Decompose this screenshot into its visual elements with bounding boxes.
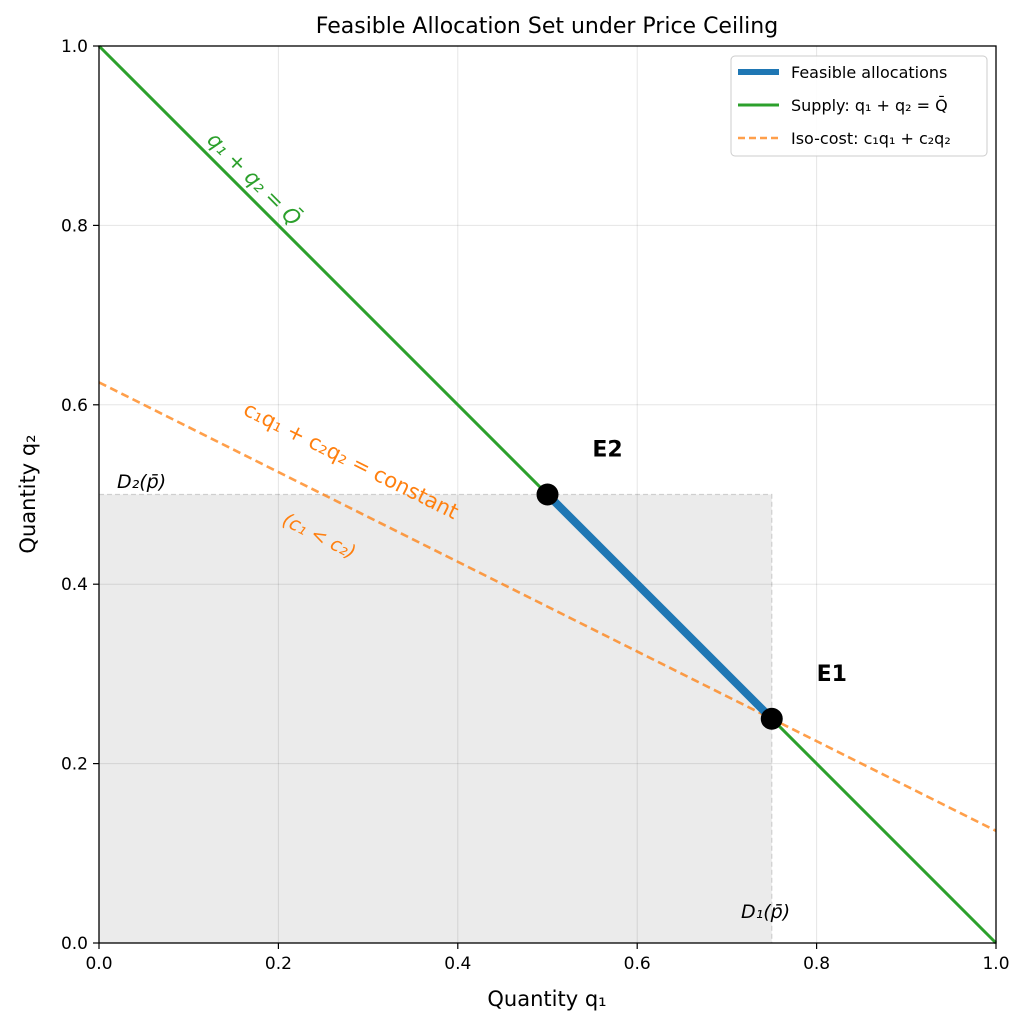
legend-label-feasible: Feasible allocations (791, 63, 947, 82)
x-tick-label: 0.4 (444, 954, 471, 974)
point-layer: E2 E1 (536, 438, 847, 730)
y-tick-label: 0.6 (61, 396, 88, 416)
x-tick-label: 0.6 (624, 954, 651, 974)
d1-label: D₁(p̄) (741, 901, 790, 923)
x-tick-label: 0.8 (803, 954, 830, 974)
y-tick-label: 0.4 (61, 575, 88, 595)
y-tick-label: 0.0 (61, 934, 88, 954)
x-tick-label: 0.0 (85, 954, 112, 974)
y-tick-label: 0.2 (61, 755, 88, 775)
legend: Feasible allocations Supply: q₁ + q₂ = Q… (730, 55, 988, 157)
point-label-e1: E1 (817, 662, 847, 687)
legend-box (730, 55, 988, 157)
y-tick-label: 0.8 (61, 216, 88, 236)
y-tick-label: 1.0 (61, 37, 88, 57)
series-line-iso-cost (98, 381, 997, 833)
point-e1 (760, 707, 783, 730)
point-e2 (536, 483, 559, 506)
tick-layer: 0.0 0.2 0.4 0.6 0.8 1.0 0.0 0.2 0.4 0.6 0.8 1.0 (61, 37, 1010, 974)
x-axis-title: Quantity q₁ (487, 987, 606, 1011)
shade-layer (99, 493, 773, 943)
point-label-e2: E2 (592, 438, 622, 463)
chart-title: Feasible Allocation Set under Price Ceil… (316, 14, 778, 39)
legend-label-supply: Supply: q₁ + q₂ = Q̄ (791, 96, 948, 115)
demand-region (99, 494, 772, 943)
d2-label: D₂(p̄) (117, 471, 166, 493)
series-line-feasible (544, 491, 775, 722)
x-tick-label: 0.2 (265, 954, 292, 974)
y-axis-title: Quantity q₂ (16, 434, 40, 553)
plot-frame (98, 45, 997, 944)
legend-label-iso-cost: Iso-cost: c₁q₁ + c₂q₂ (791, 129, 951, 148)
x-tick-label: 1.0 (982, 954, 1009, 974)
